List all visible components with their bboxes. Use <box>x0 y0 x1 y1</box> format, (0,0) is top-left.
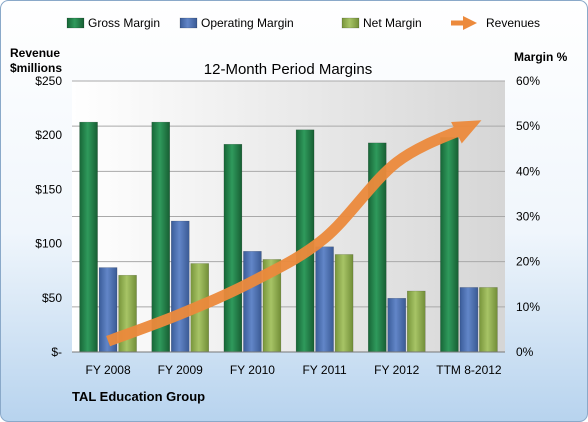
bar-gross-margin <box>440 137 459 353</box>
bar-operating-margin <box>243 251 262 353</box>
category-label: FY 2008 <box>86 363 131 377</box>
legend: Gross Margin Operating Margin Net Margin Re… <box>66 16 540 30</box>
right-tick-label: 10% <box>516 300 540 314</box>
legend-label-operating-margin: Operating Margin <box>201 16 294 30</box>
category-label: FY 2010 <box>230 363 275 377</box>
legend-swatch-net-margin <box>341 17 360 29</box>
category-label: TTM 8-2012 <box>436 363 502 377</box>
left-tick-label: $100 <box>35 237 62 251</box>
right-tick-label: 40% <box>516 164 540 178</box>
bar-operating-margin <box>171 220 190 353</box>
bar-gross-margin <box>223 143 243 353</box>
bar-net-margin <box>479 287 498 353</box>
bar-gross-margin <box>295 129 315 353</box>
left-tick-label: $50 <box>42 291 62 305</box>
bar-operating-margin <box>315 246 334 353</box>
bar-operating-margin <box>387 298 406 353</box>
legend-label-gross-margin: Gross Margin <box>88 16 160 30</box>
category-label: FY 2009 <box>158 363 203 377</box>
left-axis-label-line1: Revenue <box>10 46 60 60</box>
category-label: FY 2011 <box>302 363 347 377</box>
revenue-line-path <box>106 120 482 347</box>
right-tick-label: 20% <box>516 255 540 269</box>
bar-net-margin <box>334 254 354 353</box>
bar-operating-margin <box>459 287 479 353</box>
left-tick-label: $- <box>51 345 62 359</box>
right-tick-label: 0% <box>516 345 534 359</box>
category-label: FY 2012 <box>374 363 419 377</box>
left-tick-label: $200 <box>35 128 62 142</box>
chart-title: 12-Month Period Margins <box>204 61 372 78</box>
bars <box>79 121 498 353</box>
left-axis-ticks: $- $50 $100 $150 $200 $250 <box>35 74 62 359</box>
left-tick-label: $150 <box>35 182 62 196</box>
right-tick-label: 60% <box>516 74 540 88</box>
left-tick-label: $250 <box>35 74 62 88</box>
legend-label-net-margin: Net Margin <box>363 16 422 30</box>
bar-net-margin <box>407 290 426 353</box>
category-labels: FY 2008 FY 2009 FY 2010 FY 2011 FY 2012 TTM 8… <box>86 363 502 377</box>
legend-label-revenues: Revenues <box>486 16 540 30</box>
company-name: TAL Education Group <box>72 389 205 404</box>
bar-gross-margin <box>79 121 98 353</box>
revenue-line <box>106 120 482 347</box>
left-axis-label-line2: $millions <box>10 61 62 75</box>
right-axis-label: Margin % <box>514 50 568 64</box>
right-tick-label: 30% <box>516 210 540 224</box>
legend-swatch-operating-margin <box>179 17 198 29</box>
right-tick-label: 50% <box>516 119 540 133</box>
legend-swatch-gross-margin <box>66 17 85 29</box>
right-axis-ticks: 0% 10% 20% 30% 40% 50% 60% <box>516 74 540 359</box>
